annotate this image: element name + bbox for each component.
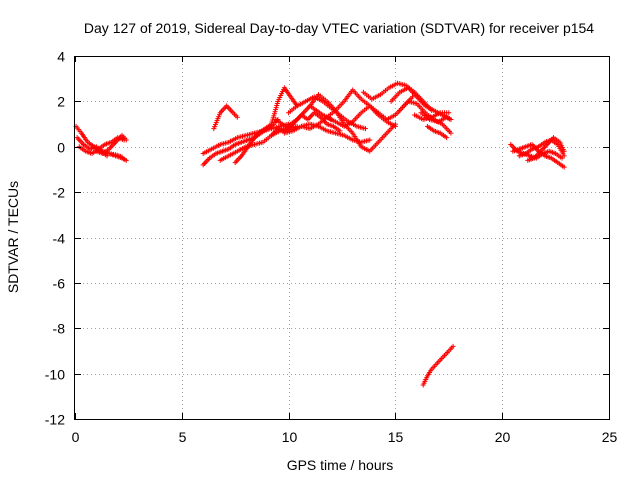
- data-point: [392, 121, 398, 127]
- tick-layer: 0 5 10 15 20 25 -12 -10 -8 -6 -4 -2 0 2 4: [45, 49, 618, 446]
- x-axis-label: GPS time / hours: [287, 457, 394, 473]
- data-point: [448, 130, 454, 136]
- x-tick-label: 20: [495, 429, 511, 445]
- plot-frame: [74, 56, 610, 420]
- data-point: [123, 137, 129, 143]
- data-point: [362, 126, 368, 132]
- data-point: [444, 135, 450, 141]
- data-point: [450, 343, 456, 349]
- y-tick-label: -6: [53, 276, 66, 292]
- y-axis-label: SDTVAR / TECUs: [5, 181, 21, 293]
- chart-title: Day 127 of 2019, Sidereal Day-to-day VTE…: [84, 20, 594, 36]
- data-point: [123, 157, 129, 163]
- grid-layer: [75, 56, 609, 419]
- data-point: [448, 117, 454, 123]
- data-point: [234, 114, 240, 120]
- data-point: [561, 148, 567, 154]
- data-point: [561, 164, 567, 170]
- y-tick-label: 0: [57, 140, 65, 156]
- y-tick-label: -12: [45, 412, 65, 428]
- x-tick-label: 10: [282, 429, 298, 445]
- x-tick-label: 0: [72, 429, 80, 445]
- y-tick-label: 2: [57, 94, 65, 110]
- x-tick-label: 25: [602, 429, 618, 445]
- y-tick-label: -4: [53, 231, 66, 247]
- data-point: [337, 128, 343, 134]
- data-point: [446, 110, 452, 116]
- y-tick-label: -10: [45, 367, 65, 383]
- data-layer: [73, 80, 567, 388]
- y-tick-label: -8: [53, 321, 66, 337]
- data-point: [409, 94, 415, 100]
- x-tick-label: 5: [179, 429, 187, 445]
- data-point: [561, 153, 567, 159]
- x-tick-label: 15: [388, 429, 404, 445]
- y-tick-label: 4: [57, 49, 65, 65]
- data-point: [367, 137, 373, 143]
- y-tick-label: -2: [53, 185, 66, 201]
